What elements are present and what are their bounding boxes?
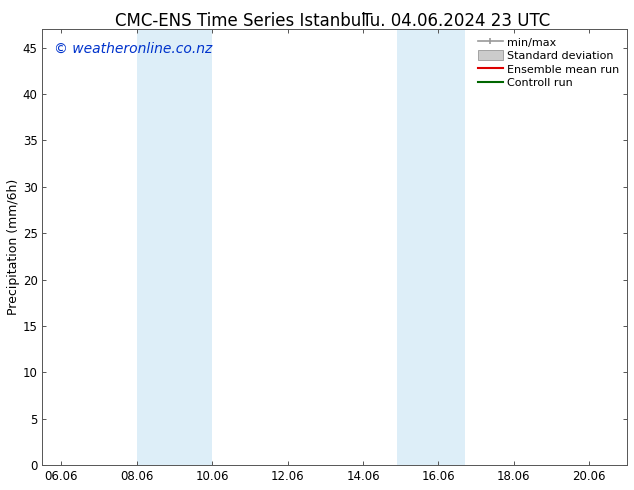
Bar	[137, 29, 212, 465]
Text: © weatheronline.co.nz: © weatheronline.co.nz	[54, 42, 212, 56]
Text: CMC-ENS Time Series Istanbul: CMC-ENS Time Series Istanbul	[115, 12, 366, 30]
Text: Tu. 04.06.2024 23 UTC: Tu. 04.06.2024 23 UTC	[363, 12, 550, 30]
Bar	[397, 29, 465, 465]
Y-axis label: Precipitation (mm/6h): Precipitation (mm/6h)	[7, 179, 20, 315]
Legend: min/max, Standard deviation, Ensemble mean run, Controll run: min/max, Standard deviation, Ensemble me…	[476, 35, 621, 91]
